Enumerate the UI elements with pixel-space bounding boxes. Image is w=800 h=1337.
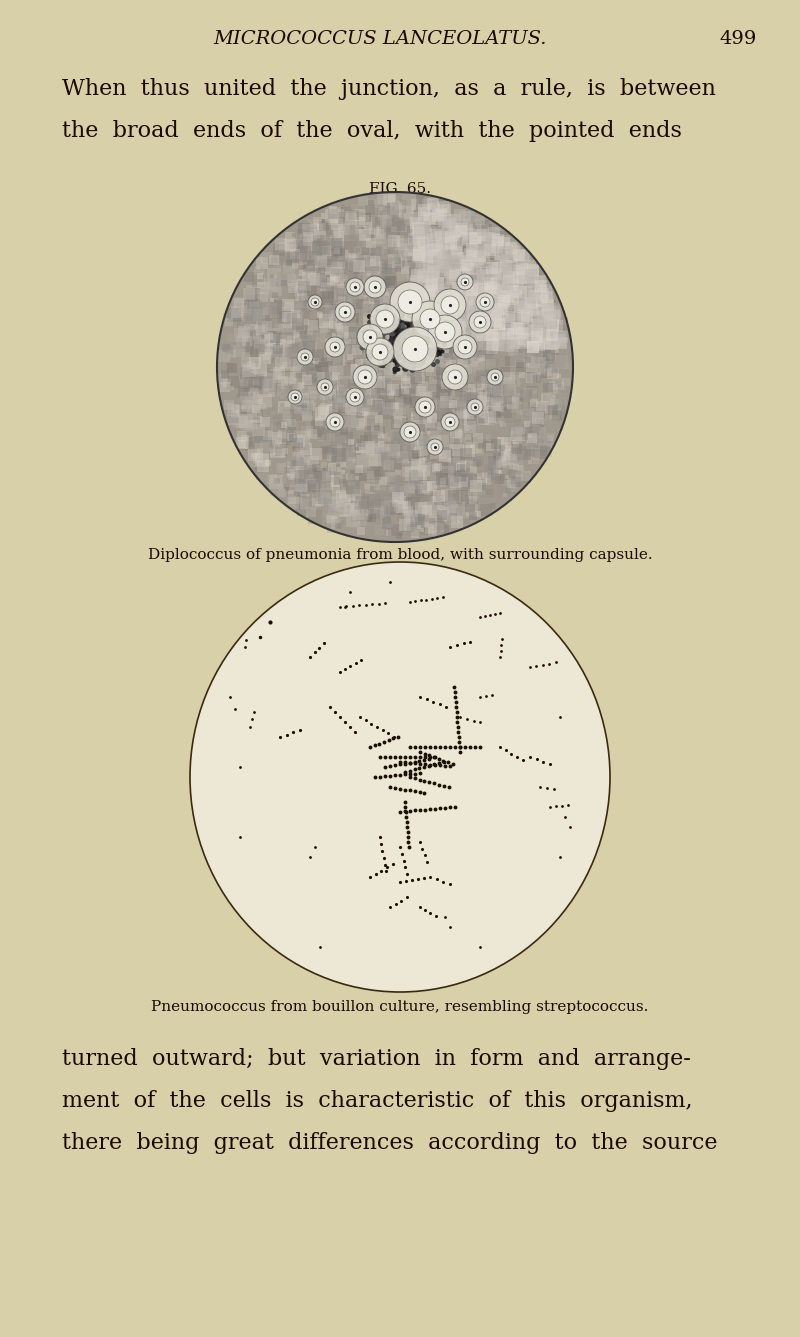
Circle shape	[412, 301, 448, 337]
Circle shape	[415, 397, 435, 417]
Circle shape	[448, 370, 462, 384]
Circle shape	[404, 427, 416, 439]
Text: When  thus  united  the  junction,  as  a  rule,  is  between: When thus united the junction, as a rule…	[62, 78, 716, 100]
Circle shape	[321, 382, 329, 390]
Circle shape	[476, 293, 494, 312]
Circle shape	[419, 401, 431, 413]
Circle shape	[434, 289, 466, 321]
Circle shape	[435, 322, 455, 342]
Circle shape	[469, 312, 491, 333]
Text: turned  outward;  but  variation  in  form  and  arrange-: turned outward; but variation in form an…	[62, 1048, 691, 1070]
Circle shape	[339, 306, 351, 318]
Circle shape	[474, 316, 486, 328]
Circle shape	[350, 282, 360, 291]
Circle shape	[346, 278, 364, 295]
Circle shape	[366, 338, 394, 366]
Circle shape	[480, 297, 490, 308]
Circle shape	[335, 302, 355, 322]
Text: Pneumococcus from bouillon culture, resembling streptococcus.: Pneumococcus from bouillon culture, rese…	[151, 1000, 649, 1013]
Circle shape	[428, 316, 462, 349]
Circle shape	[370, 303, 400, 334]
Circle shape	[353, 365, 377, 389]
Circle shape	[442, 364, 468, 390]
Circle shape	[326, 413, 344, 431]
Circle shape	[369, 281, 381, 293]
Circle shape	[297, 349, 313, 365]
Text: 499: 499	[719, 29, 757, 48]
Circle shape	[364, 275, 386, 298]
Circle shape	[288, 390, 302, 404]
Circle shape	[376, 310, 394, 328]
Circle shape	[393, 328, 437, 370]
Circle shape	[291, 393, 299, 401]
Circle shape	[308, 295, 322, 309]
Circle shape	[487, 369, 503, 385]
Text: FIG. 65.: FIG. 65.	[369, 182, 431, 197]
Circle shape	[431, 443, 439, 451]
Circle shape	[325, 337, 345, 357]
Circle shape	[491, 373, 499, 381]
Circle shape	[402, 336, 428, 362]
Text: FIG. 66.: FIG. 66.	[369, 595, 431, 608]
Circle shape	[330, 417, 340, 427]
Circle shape	[400, 422, 420, 443]
Circle shape	[301, 353, 309, 361]
Circle shape	[453, 336, 477, 360]
Circle shape	[427, 439, 443, 455]
Ellipse shape	[217, 193, 573, 541]
Circle shape	[458, 340, 472, 354]
Text: ment  of  the  cells  is  characteristic  of  this  organism,: ment of the cells is characteristic of t…	[62, 1090, 693, 1112]
Circle shape	[445, 417, 455, 427]
Text: the  broad  ends  of  the  oval,  with  the  pointed  ends: the broad ends of the oval, with the poi…	[62, 120, 682, 142]
Circle shape	[441, 295, 459, 314]
Circle shape	[346, 388, 364, 406]
Ellipse shape	[190, 562, 610, 992]
Circle shape	[441, 413, 459, 431]
Circle shape	[358, 370, 372, 384]
Circle shape	[398, 290, 422, 314]
Circle shape	[317, 378, 333, 394]
Circle shape	[471, 402, 479, 410]
Circle shape	[357, 324, 383, 350]
Circle shape	[311, 298, 319, 306]
Circle shape	[372, 344, 388, 360]
Text: Diplococcus of pneumonia from blood, with surrounding capsule.: Diplococcus of pneumonia from blood, wit…	[148, 548, 652, 562]
Text: MICROCOCCUS LANCEOLATUS.: MICROCOCCUS LANCEOLATUS.	[214, 29, 546, 48]
Circle shape	[350, 392, 360, 402]
Circle shape	[363, 330, 377, 344]
Circle shape	[461, 278, 469, 286]
Circle shape	[390, 282, 430, 322]
Circle shape	[330, 342, 340, 352]
Text: there  being  great  differences  according  to  the  source: there being great differences according …	[62, 1132, 718, 1154]
Circle shape	[420, 309, 440, 329]
Circle shape	[467, 398, 483, 414]
Circle shape	[457, 274, 473, 290]
